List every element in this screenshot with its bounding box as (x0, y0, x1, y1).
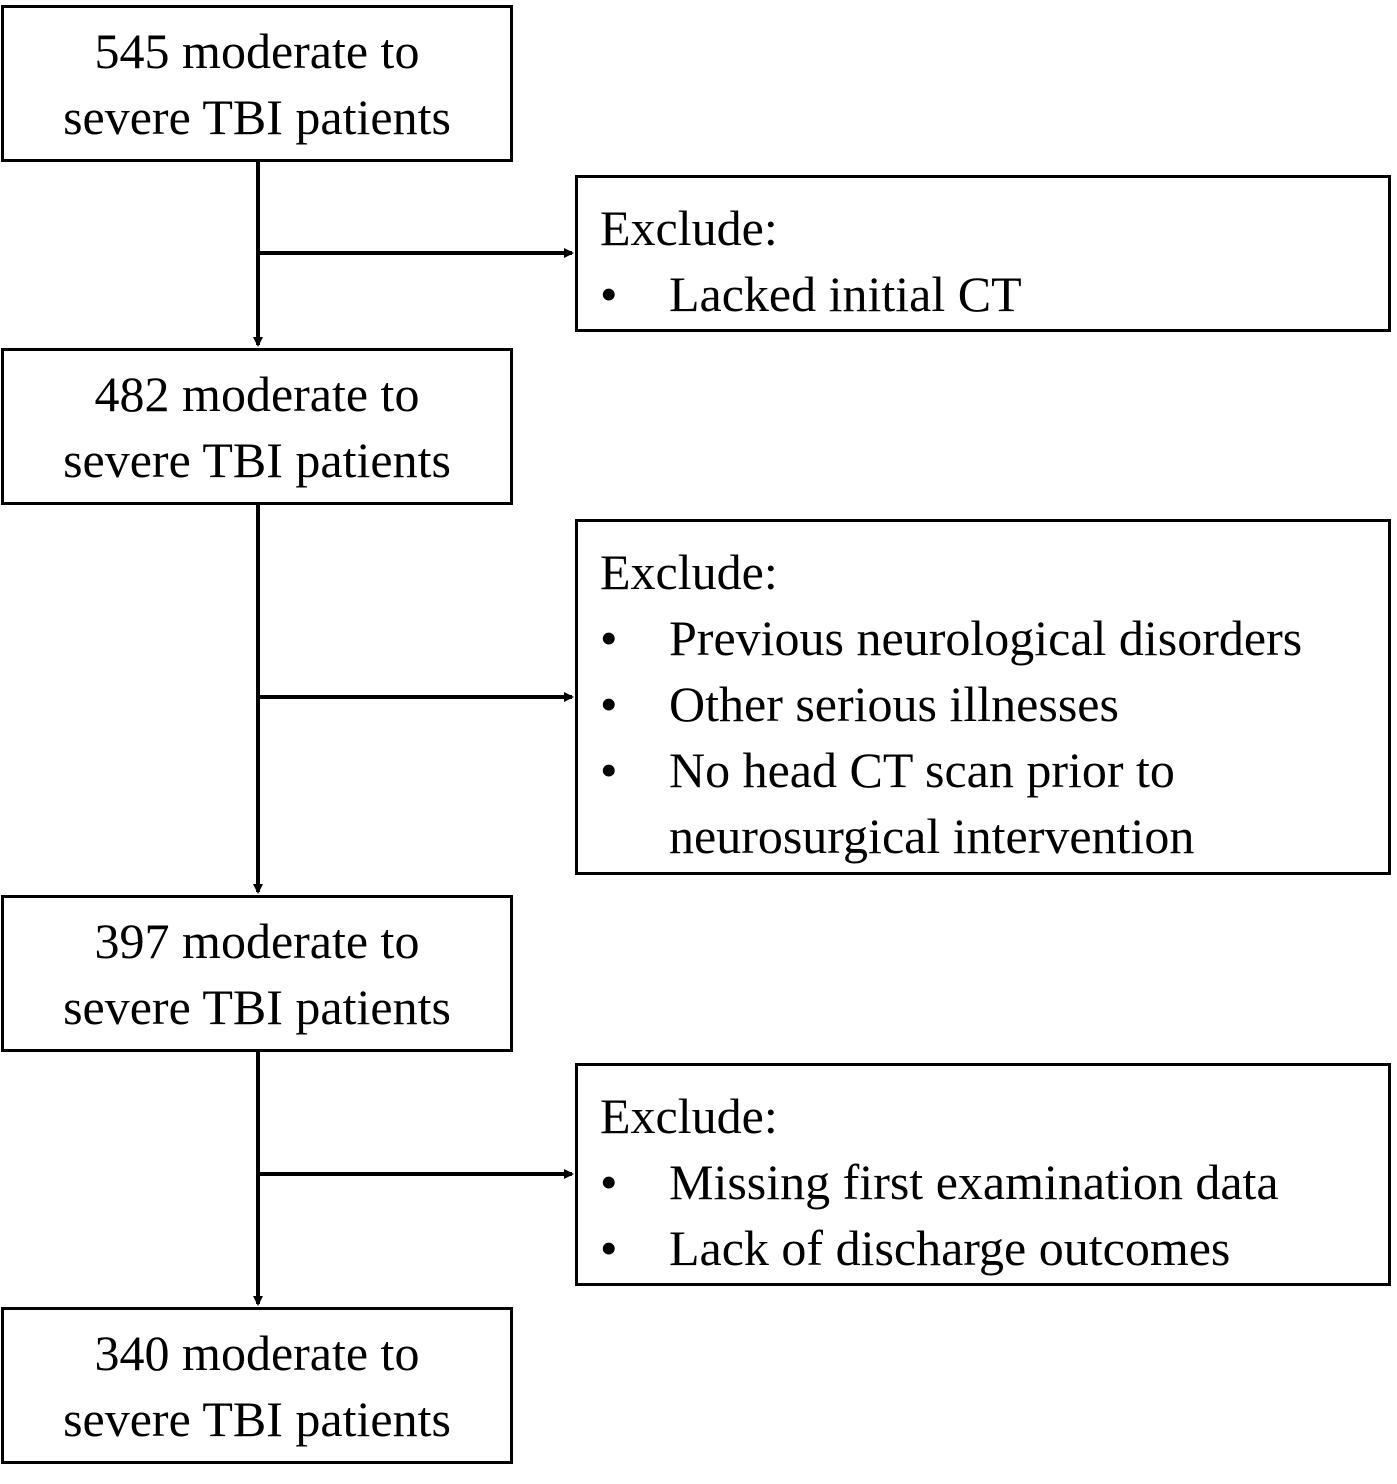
count-box-line1: 340 moderate to (95, 1320, 420, 1386)
exclude-item-text: Lack of discharge outcomes (669, 1220, 1231, 1276)
count-box-line2: severe TBI patients (63, 1390, 451, 1447)
exclude-title: Exclude: (600, 200, 778, 256)
exclude-item-text: Lacked initial CT (669, 266, 1022, 322)
count-box-1: 545 moderate to severe TBI patients (1, 5, 513, 162)
exclude-item: • Missing first examination data (600, 1149, 1388, 1215)
exclude-list: • Lacked initial CT (600, 261, 1388, 327)
bullet-icon: • (600, 266, 618, 322)
count-box-line1: 397 moderate to (95, 908, 420, 974)
exclude-title: Exclude: (600, 544, 778, 600)
exclude-item: • Previous neurological disorders (600, 605, 1388, 671)
count-box-4: 340 moderate to severe TBI patients (1, 1307, 513, 1464)
count-box-line2: severe TBI patients (63, 431, 451, 488)
bullet-icon: • (600, 1154, 618, 1210)
exclude-list: • Previous neurological disorders • Othe… (600, 605, 1388, 869)
exclude-item-text: Other serious illnesses (669, 676, 1119, 732)
count-number: 340 (94, 1324, 170, 1381)
count-box-line2: severe TBI patients (63, 88, 451, 145)
exclude-item-text: Missing first examination data (669, 1154, 1279, 1210)
count-box-line1: 545 moderate to (95, 18, 420, 84)
bullet-icon: • (600, 742, 618, 798)
count-box-line2: severe TBI patients (63, 978, 451, 1035)
exclude-item: • Lack of discharge outcomes (600, 1215, 1388, 1281)
exclude-item-text-continued: neurosurgical intervention (669, 808, 1195, 864)
count-label: moderate to (169, 912, 420, 969)
count-box-2: 482 moderate to severe TBI patients (1, 348, 513, 505)
exclude-item: • Other serious illnesses (600, 671, 1388, 737)
count-box-line1: 482 moderate to (95, 361, 420, 427)
count-number: 482 (94, 365, 170, 422)
exclude-box-2: Exclude: • Previous neurological disorde… (575, 519, 1391, 875)
exclude-box-3: Exclude: • Missing first examination dat… (575, 1063, 1391, 1286)
count-number: 545 (94, 22, 170, 79)
exclude-box-1: Exclude: • Lacked initial CT (575, 175, 1391, 332)
exclude-item-text: No head CT scan prior to (669, 742, 1175, 798)
bullet-icon: • (600, 1220, 618, 1276)
exclude-item: • No head CT scan prior to neurosurgical… (600, 737, 1388, 869)
exclude-item-text: Previous neurological disorders (669, 610, 1303, 666)
count-number: 397 (94, 912, 170, 969)
count-label: moderate to (169, 365, 420, 422)
exclude-title: Exclude: (600, 1088, 778, 1144)
bullet-icon: • (600, 610, 618, 666)
exclude-item: • Lacked initial CT (600, 261, 1388, 327)
exclude-list: • Missing first examination data • Lack … (600, 1149, 1388, 1281)
count-label: moderate to (169, 1324, 420, 1381)
bullet-icon: • (600, 676, 618, 732)
count-label: moderate to (169, 22, 420, 79)
count-box-3: 397 moderate to severe TBI patients (1, 895, 513, 1052)
